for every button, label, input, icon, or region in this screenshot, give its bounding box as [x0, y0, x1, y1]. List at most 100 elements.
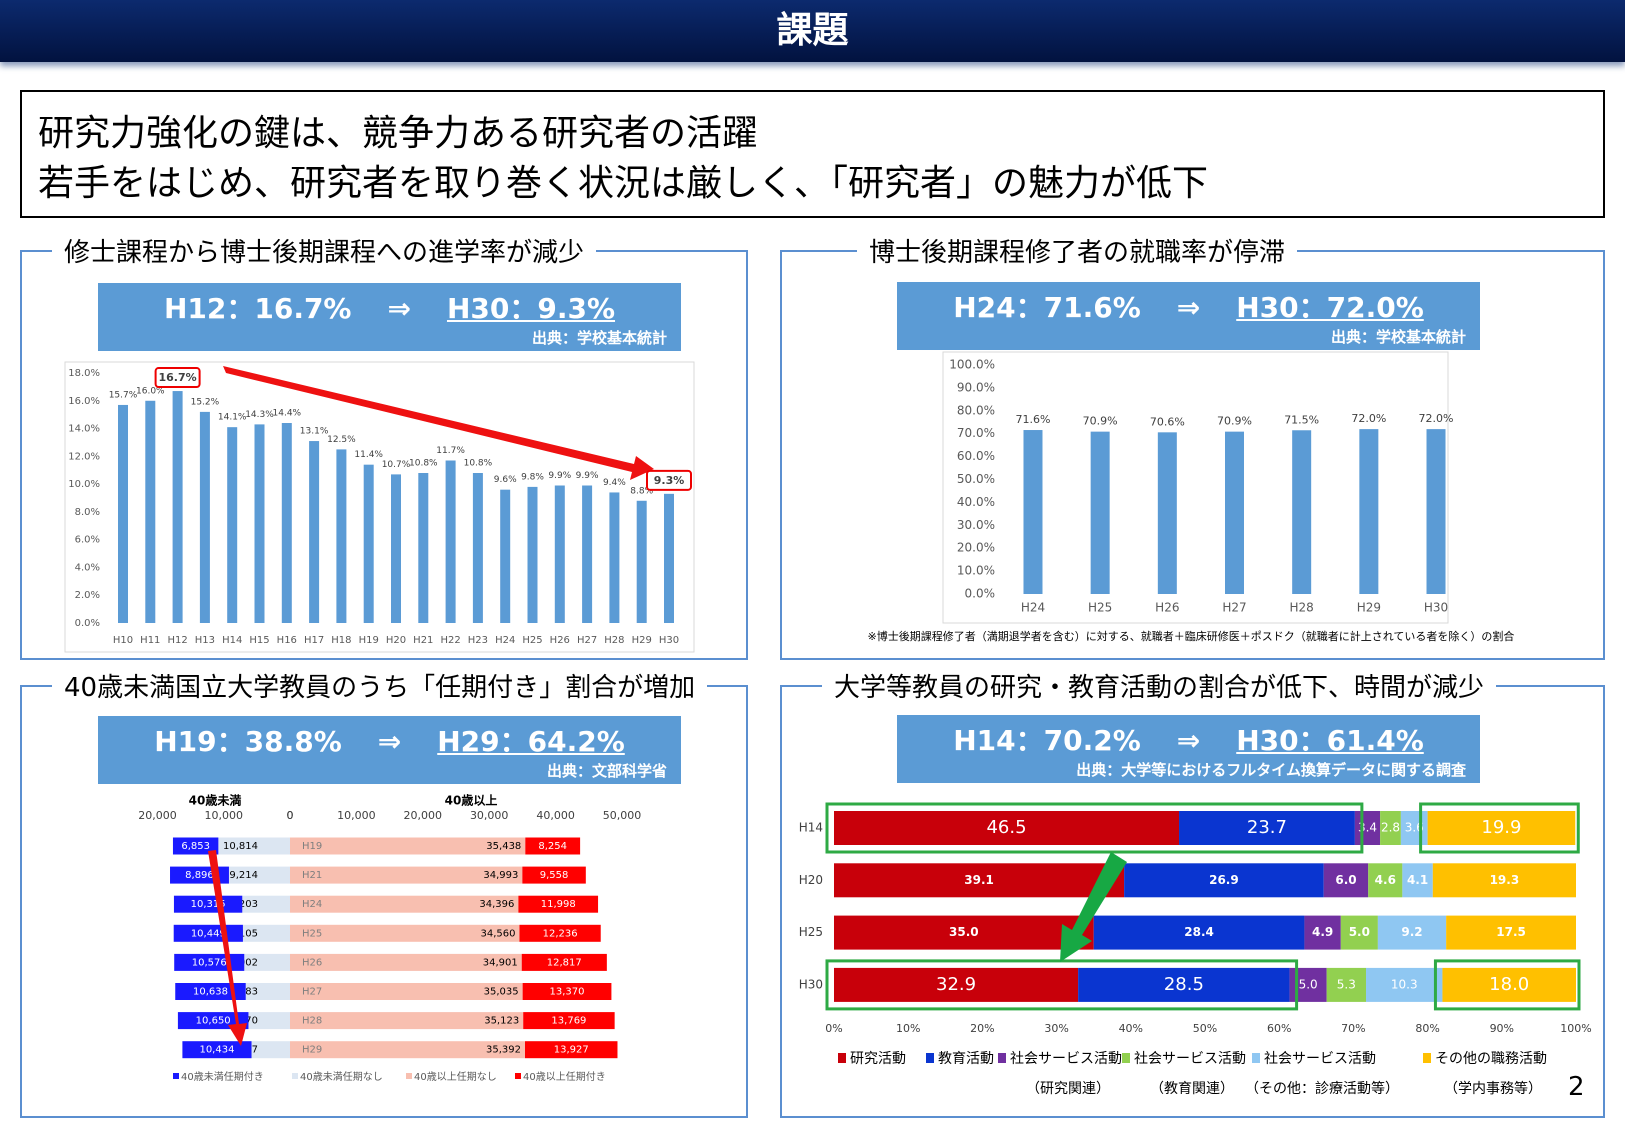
data-label: 23.7: [1247, 817, 1287, 838]
data-label: 11.7%: [436, 446, 465, 456]
legend-swatch: [1423, 1053, 1431, 1063]
bar: [281, 423, 292, 623]
x-tick-label: H11: [140, 635, 160, 646]
banner: H24：71.6% ⇒ H30：72.0% 出典：学校基本統計: [897, 282, 1480, 350]
bar: [118, 404, 128, 623]
bar-segment: [245, 983, 290, 1000]
highlight-box: [1419, 802, 1580, 854]
data-label: 4.1: [1407, 873, 1428, 887]
annotation-arrow: [1060, 852, 1127, 962]
panel-title: 博士後期課程修了者の就職率が停滞: [857, 232, 1298, 269]
data-label: 32.9: [936, 974, 976, 995]
data-label: 8.8%: [630, 486, 653, 496]
bar-segment: [834, 863, 1125, 898]
legend-label: 40歳未満任期なし: [300, 1070, 383, 1083]
data-label: 12.5%: [327, 435, 356, 445]
bar-segment: [172, 837, 219, 855]
bar: [336, 449, 347, 623]
legend-swatch: [1252, 1053, 1260, 1063]
bar-segment: [228, 866, 290, 884]
data-label: 16.0%: [136, 386, 165, 396]
x-tick-label: 40,000: [536, 809, 575, 822]
bar: [664, 493, 674, 623]
bar-segment: [242, 895, 290, 913]
bar: [472, 473, 483, 623]
y-tick-label: 6.0%: [75, 535, 100, 546]
legend-label: 40歳未満任期付き: [181, 1070, 264, 1083]
bar: [391, 474, 401, 623]
data-label: 19.3: [1490, 873, 1520, 887]
bar-segment: [519, 924, 601, 942]
data-label: 70.9%: [1217, 415, 1252, 428]
bar: [527, 486, 538, 623]
data-label: 28.4: [1184, 925, 1214, 939]
slide-title: 課題: [0, 0, 1625, 62]
summary-to: H30：61.4%: [1236, 724, 1424, 757]
bar-segment: [1432, 863, 1576, 898]
x-tick-label: H24: [495, 635, 515, 646]
y-tick-label: 80.0%: [957, 403, 995, 417]
data-label: 16.7%: [159, 371, 197, 384]
y-tick-label: 50.0%: [957, 472, 995, 486]
legend-swatch: [406, 1073, 412, 1079]
data-label: 11.4%: [354, 450, 383, 460]
data-label: 10,814: [223, 841, 258, 852]
data-label: 28.5: [1164, 974, 1204, 995]
y-tick-label: 10.0%: [68, 479, 100, 490]
headline: 研究力強化の鍵は、競争力ある研究者の活躍: [38, 113, 759, 154]
data-label: 10.7%: [382, 460, 411, 470]
data-label: 39.1: [964, 873, 994, 887]
note: ※博士後期課程修了者（満期退学者を含む）に対する、就職者＋臨床研修医＋ポスドク（…: [868, 629, 1515, 643]
bar: [1023, 430, 1043, 594]
y-tick-label: 70.0%: [957, 426, 995, 440]
category-label: H14: [799, 821, 823, 835]
category-label: H25: [799, 925, 823, 939]
bar-segment: [1400, 811, 1428, 845]
x-tick-label: 10,000: [205, 809, 244, 822]
summary-arrow: ⇒: [377, 725, 402, 758]
y-tick-label: 4.0%: [75, 562, 100, 573]
bar: [254, 424, 265, 623]
legend-swatch: [1122, 1053, 1130, 1063]
summary: H14：70.2% ⇒ H30：61.4%: [897, 719, 1480, 759]
legend-label: 研究活動: [850, 1051, 906, 1067]
data-label: 72.0%: [1419, 412, 1454, 425]
category-label: H29: [302, 1045, 322, 1056]
source: 出典：学校基本統計: [1330, 328, 1466, 346]
x-tick-label: H15: [249, 635, 269, 646]
data-label: 12,817: [547, 957, 582, 968]
x-tick-label: H13: [195, 635, 215, 646]
bar-segment: [1442, 967, 1576, 1002]
summary-arrow: ⇒: [387, 292, 411, 325]
bar-segment: [1380, 811, 1401, 845]
x-tick-label: H26: [1155, 601, 1179, 615]
x-tick-label: 50,000: [603, 809, 642, 822]
bar: [1225, 431, 1244, 594]
panel: 40歳未満国立大学教員のうち「任期付き」割合が増加 H19：38.8% ⇒ H29：…: [20, 667, 748, 1118]
legend-label: 社会サービス活動: [1010, 1051, 1122, 1067]
x-tick-label: H27: [577, 635, 597, 646]
x-tick-label: H24: [1021, 601, 1045, 615]
bar-segment: [175, 983, 246, 1000]
x-tick-label: 20%: [970, 1022, 994, 1035]
data-label: 15.7%: [109, 390, 138, 400]
summary: H24：71.6% ⇒ H30：72.0%: [897, 286, 1480, 326]
bar-segment: [1326, 967, 1367, 1002]
data-label: 13.1%: [300, 427, 329, 437]
x-tick-label: H20: [386, 635, 406, 646]
bar-segment: [523, 1012, 615, 1030]
banner: H19：38.8% ⇒ H29：64.2% 出典：文部科学省: [98, 716, 681, 784]
data-label: 9.2: [1401, 925, 1422, 939]
data-label: 4.6: [1375, 873, 1396, 887]
summary-arrow: ⇒: [1176, 724, 1201, 757]
bar-segment: [1427, 811, 1576, 845]
x-tick-label: H16: [277, 635, 297, 646]
category-label: H21: [302, 870, 322, 881]
y-tick-label: 12.0%: [68, 451, 100, 462]
data-label: 5.3: [1337, 977, 1356, 991]
bar-segment: [290, 837, 526, 855]
data-label: 7,105: [229, 928, 258, 939]
bar-segment: [290, 983, 523, 1000]
headline-box: 研究力強化の鍵は、競争力ある研究者の活躍 若手をはじめ、研究者を取り巻く状況は厳…: [20, 90, 1605, 218]
bar-segment: [1340, 915, 1378, 950]
